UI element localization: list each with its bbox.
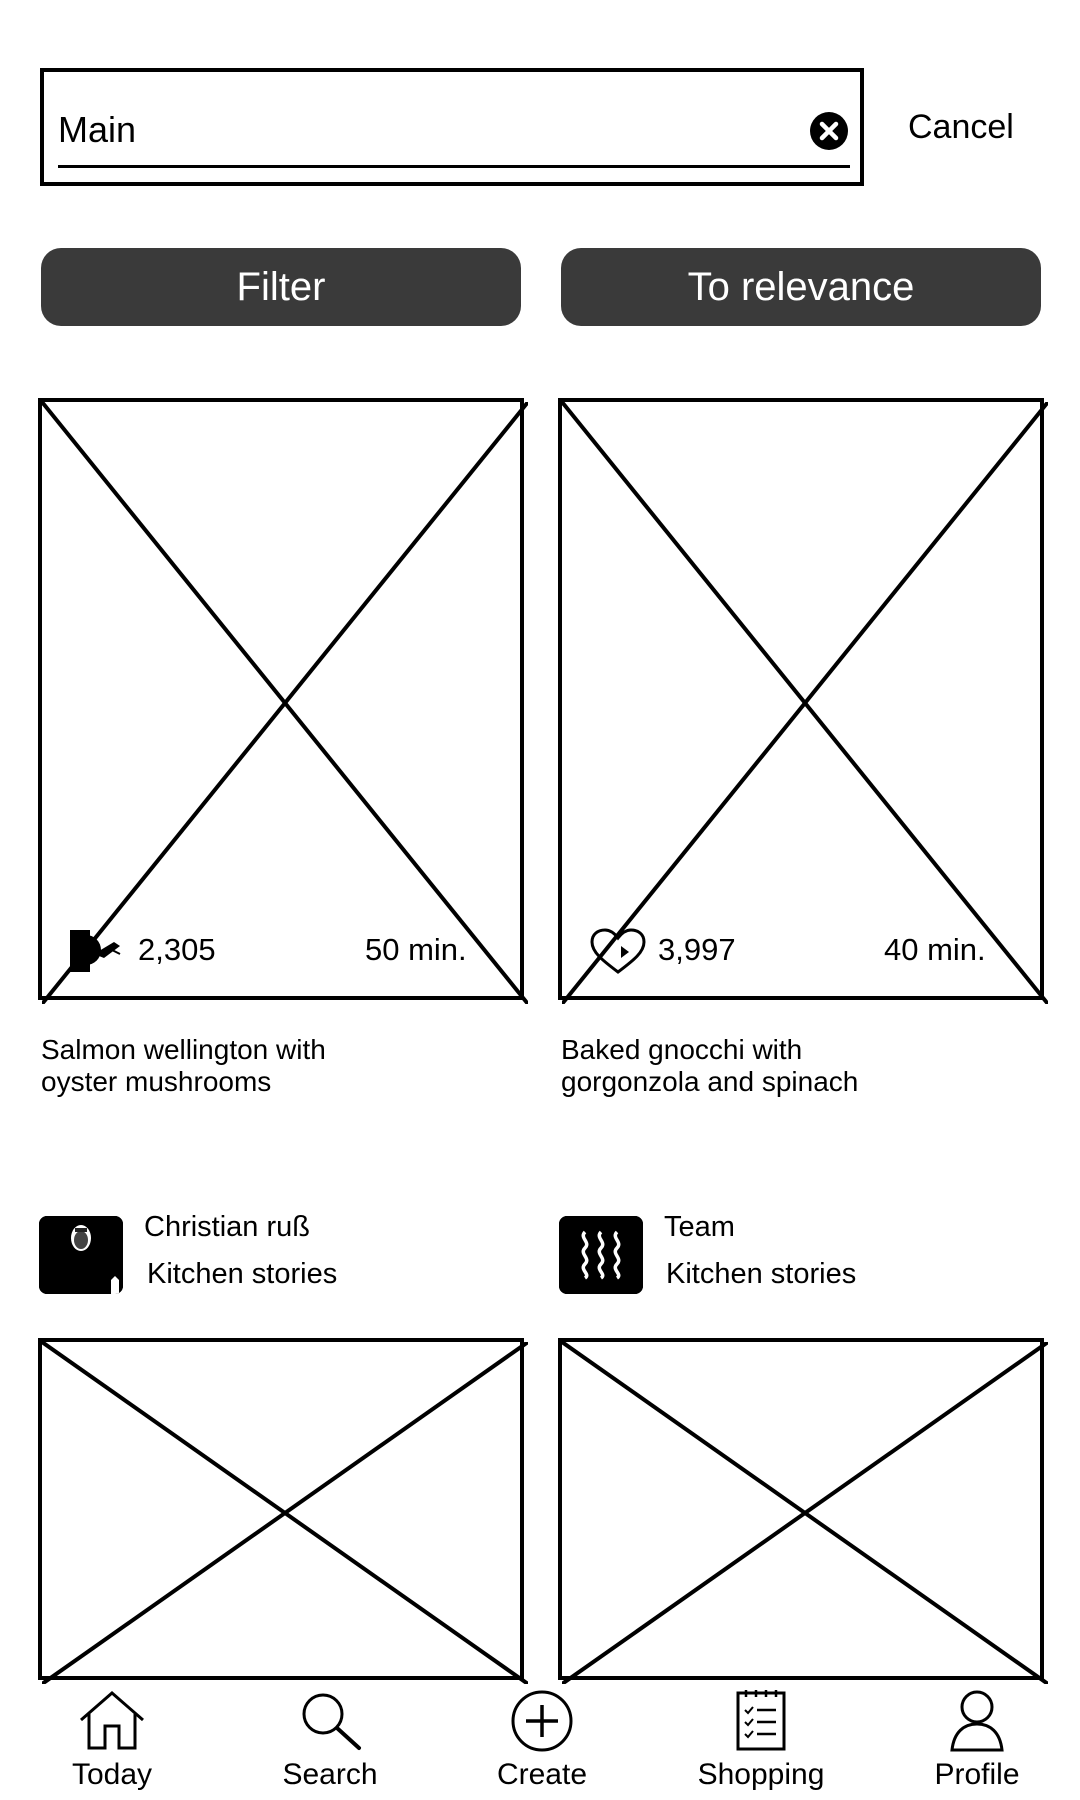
cancel-button[interactable]: Cancel: [908, 108, 1014, 146]
user-icon: [950, 1690, 1004, 1752]
cook-time: 40 min.: [884, 932, 986, 967]
author-avatar[interactable]: [39, 1216, 123, 1294]
checklist-icon: [736, 1690, 786, 1751]
nav-label: Profile: [934, 1758, 1020, 1791]
recipe-image-placeholder[interactable]: [558, 398, 1048, 1004]
search-input[interactable]: Main: [58, 109, 137, 150]
heart-icon[interactable]: [588, 928, 648, 976]
author-name[interactable]: Christian ruß: [144, 1211, 310, 1243]
nav-label: Search: [282, 1758, 378, 1791]
recipe-image-placeholder[interactable]: [38, 398, 528, 1004]
recipe-title[interactable]: Salmon wellington with oyster mushrooms: [41, 1034, 501, 1098]
search-icon: [302, 1693, 361, 1750]
author-avatar[interactable]: [559, 1216, 643, 1294]
recipe-image-placeholder[interactable]: [558, 1338, 1048, 1684]
plus-circle-icon: [511, 1690, 573, 1752]
nav-create[interactable]: Create: [452, 1690, 632, 1800]
nav-profile[interactable]: Profile: [887, 1690, 1067, 1800]
recipe-title-line: Salmon wellington with: [41, 1034, 326, 1065]
heart-icon[interactable]: [68, 928, 124, 976]
author-org: Kitchen stories: [666, 1258, 857, 1290]
search-box[interactable]: [40, 68, 864, 186]
clear-search-icon[interactable]: [810, 112, 848, 150]
nav-label: Today: [71, 1758, 153, 1791]
recipe-title[interactable]: Baked gnocchi with gorgonzola and spinac…: [561, 1034, 1021, 1098]
nav-today[interactable]: Today: [22, 1690, 202, 1800]
author-name[interactable]: Team: [664, 1211, 735, 1243]
recipe-title-line: oyster mushrooms: [41, 1066, 272, 1097]
filter-button[interactable]: Filter: [41, 248, 521, 326]
nav-label: Create: [496, 1758, 588, 1791]
nav-label: Shopping: [697, 1758, 825, 1791]
recipe-image-placeholder[interactable]: [38, 1338, 528, 1684]
search-underline: [58, 165, 850, 168]
sort-button[interactable]: To relevance: [561, 248, 1041, 326]
recipe-title-line: gorgonzola and spinach: [561, 1066, 859, 1097]
nav-search[interactable]: Search: [240, 1690, 420, 1800]
cook-time: 50 min.: [365, 932, 467, 967]
recipe-title-line: Baked gnocchi with: [561, 1034, 803, 1065]
likes-count: 2,305: [138, 932, 216, 967]
home-icon: [80, 1691, 144, 1750]
likes-count: 3,997: [658, 932, 736, 967]
author-org: Kitchen stories: [147, 1258, 338, 1290]
nav-shopping[interactable]: Shopping: [671, 1690, 851, 1800]
